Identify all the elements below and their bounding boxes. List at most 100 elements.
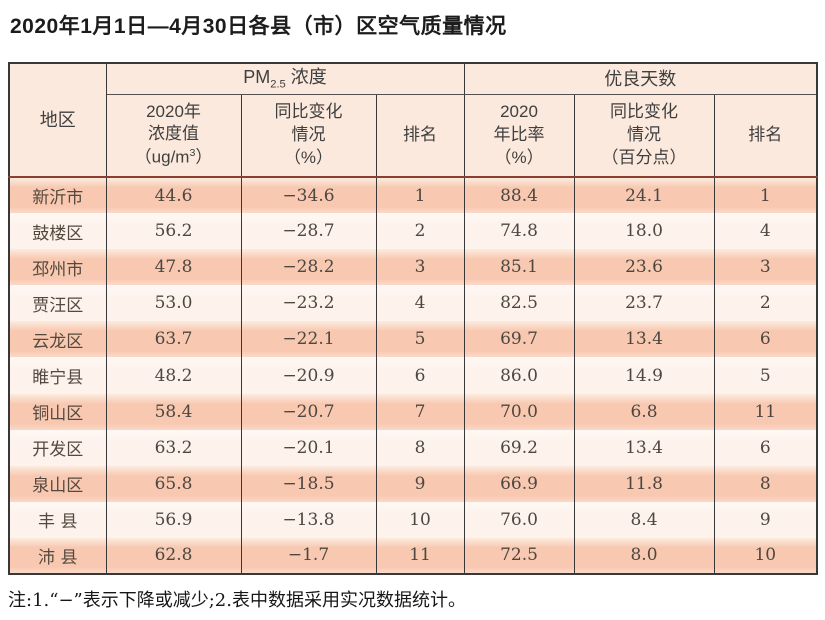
good-rate-cell: 69.7	[463, 321, 575, 358]
good-change-cell: 24.1	[573, 177, 715, 214]
pm-value-cell: 48.2	[105, 357, 242, 394]
pm-value-cell: 53.0	[105, 285, 242, 322]
pm-value-cell: 56.2	[105, 213, 242, 250]
pm-value-cell: 56.9	[105, 501, 242, 538]
pm-rank-cell: 3	[375, 249, 465, 286]
good-rank-cell: 3	[713, 249, 818, 286]
pm-rank-cell: 8	[375, 429, 465, 466]
good-rate-cell: 85.1	[463, 249, 575, 286]
table-header: 地区 PM2.5 浓度 优良天数 2020年 浓度值 （ug/m3） 同比变化 …	[8, 63, 818, 178]
pm-change-cell: −13.8	[240, 501, 377, 538]
pm-rank-cell: 1	[375, 177, 465, 214]
good-rank-cell: 10	[713, 537, 818, 575]
good-change-cell: 8.4	[573, 501, 715, 538]
good-rate-cell: 86.0	[463, 357, 575, 394]
region-cell: 鼓楼区	[8, 213, 107, 250]
header-good-rate: 2020 年比率 （%）	[463, 94, 575, 178]
good-rate-cell: 70.0	[463, 393, 575, 430]
page-title: 2020年1月1日—4月30日各县（市）区空气质量情况	[10, 15, 507, 38]
table-row: 贾汪区 53.0 −23.2 4 82.5 23.7 2	[8, 285, 818, 322]
good-rank-cell: 4	[713, 213, 818, 250]
good-rate-cell: 69.2	[463, 429, 575, 466]
region-cell: 睢宁县	[8, 357, 107, 394]
pm-rank-cell: 6	[375, 357, 465, 394]
good-rank-cell: 5	[713, 357, 818, 394]
pm-change-cell: −20.9	[240, 357, 377, 394]
good-rank-cell: 11	[713, 393, 818, 430]
good-rate-cell: 66.9	[463, 465, 575, 502]
pm-change-cell: −28.2	[240, 249, 377, 286]
pm-change-cell: −28.7	[240, 213, 377, 250]
good-change-cell: 14.9	[573, 357, 715, 394]
good-rank-cell: 2	[713, 285, 818, 322]
good-rate-cell: 74.8	[463, 213, 575, 250]
pm-change-cell: −22.1	[240, 321, 377, 358]
pm-value-superscript: 3	[189, 147, 196, 160]
pm-change-cell: −20.7	[240, 393, 377, 430]
table-row: 云龙区 63.7 −22.1 5 69.7 13.4 6	[8, 321, 818, 358]
pm-rank-cell: 10	[375, 501, 465, 538]
pm-change-cell: −23.2	[240, 285, 377, 322]
table-row: 睢宁县 48.2 −20.9 6 86.0 14.9 5	[8, 357, 818, 394]
region-cell: 丰 县	[8, 501, 107, 538]
table-row: 沛 县 62.8 −1.7 11 72.5 8.0 10	[8, 537, 818, 575]
good-change-cell: 23.6	[573, 249, 715, 286]
pm-value-cell: 58.4	[105, 393, 242, 430]
pm-change-cell: −20.1	[240, 429, 377, 466]
good-rate-cell: 72.5	[463, 537, 575, 575]
pm-change-cell: −34.6	[240, 177, 377, 214]
good-change-cell: 18.0	[573, 213, 715, 250]
good-rank-cell: 6	[713, 429, 818, 466]
region-cell: 贾汪区	[8, 285, 107, 322]
region-cell: 云龙区	[8, 321, 107, 358]
pm-value-suffix: ）	[195, 148, 213, 168]
table-row: 铜山区 58.4 −20.7 7 70.0 6.8 11	[8, 393, 818, 430]
good-rank-cell: 1	[713, 177, 818, 214]
good-change-cell: 8.0	[573, 537, 715, 575]
header-pm-rank: 排名	[375, 94, 465, 178]
good-change-cell: 23.7	[573, 285, 715, 322]
pm-rank-cell: 4	[375, 285, 465, 322]
pm-value-cell: 47.8	[105, 249, 242, 286]
header-pm-value: 2020年 浓度值 （ug/m3）	[105, 94, 242, 178]
region-cell: 邳州市	[8, 249, 107, 286]
pm25-suffix: 浓度	[285, 66, 327, 87]
pm-value-cell: 62.8	[105, 537, 242, 575]
pm-rank-cell: 7	[375, 393, 465, 430]
region-cell: 开发区	[8, 429, 107, 466]
good-rate-cell: 88.4	[463, 177, 575, 214]
pm25-subscript: 2.5	[270, 78, 286, 91]
pm-value-cell: 44.6	[105, 177, 242, 214]
region-cell: 沛 县	[8, 537, 107, 575]
header-good-rank: 排名	[713, 94, 818, 178]
pm-rank-cell: 5	[375, 321, 465, 358]
good-change-cell: 11.8	[573, 465, 715, 502]
region-cell: 新沂市	[8, 177, 107, 214]
pm-change-cell: −18.5	[240, 465, 377, 502]
good-rate-cell: 82.5	[463, 285, 575, 322]
region-cell: 泉山区	[8, 465, 107, 502]
good-rank-cell: 8	[713, 465, 818, 502]
footnote: 注:1.“−”表示下降或减少;2.表中数据采用实况数据统计。	[8, 590, 466, 611]
header-good-change: 同比变化 情况 （百分点）	[573, 94, 715, 178]
pm-change-cell: −1.7	[240, 537, 377, 575]
good-change-cell: 6.8	[573, 393, 715, 430]
table-row: 开发区 63.2 −20.1 8 69.2 13.4 6	[8, 429, 818, 466]
header-group-pm25: PM2.5 浓度	[105, 63, 465, 95]
region-cell: 铜山区	[8, 393, 107, 430]
header-group-good-days: 优良天数	[463, 63, 818, 95]
table-row: 新沂市 44.6 −34.6 1 88.4 24.1 1	[8, 177, 818, 214]
pm-rank-cell: 2	[375, 213, 465, 250]
air-quality-table: 地区 PM2.5 浓度 优良天数 2020年 浓度值 （ug/m3） 同比变化 …	[8, 62, 819, 576]
table-row: 邳州市 47.8 −28.2 3 85.1 23.6 3	[8, 249, 818, 286]
table-row: 丰 县 56.9 −13.8 10 76.0 8.4 9	[8, 501, 818, 538]
table-body: 新沂市 44.6 −34.6 1 88.4 24.1 1 鼓楼区 56.2 −2…	[8, 177, 818, 575]
pm-value-cell: 63.2	[105, 429, 242, 466]
good-rank-cell: 6	[713, 321, 818, 358]
table-row: 鼓楼区 56.2 −28.7 2 74.8 18.0 4	[8, 213, 818, 250]
pm-value-cell: 63.7	[105, 321, 242, 358]
header-pm-change: 同比变化 情况 （%）	[240, 94, 377, 178]
pm-rank-cell: 9	[375, 465, 465, 502]
good-rate-cell: 76.0	[463, 501, 575, 538]
